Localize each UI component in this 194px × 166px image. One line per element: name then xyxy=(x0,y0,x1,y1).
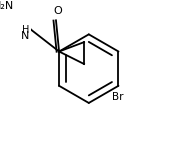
Text: H₂N: H₂N xyxy=(0,1,14,11)
Text: O: O xyxy=(53,6,62,16)
Text: Br: Br xyxy=(112,92,124,102)
Text: N: N xyxy=(21,31,29,41)
Text: H: H xyxy=(22,25,29,35)
